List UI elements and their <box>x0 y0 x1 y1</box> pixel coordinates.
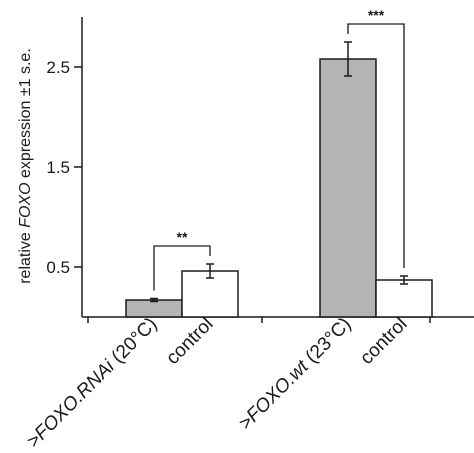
y-tick-label: 1.5 <box>46 158 70 177</box>
category-label: >FOXO.wt (23°C) <box>235 314 356 435</box>
significance-label: *** <box>368 7 385 23</box>
bar <box>375 279 433 318</box>
bar <box>125 299 183 318</box>
y-tick-label: 0.5 <box>46 258 70 277</box>
category-label: control <box>162 314 217 369</box>
category-label: >FOXO.RNAi (20°C) <box>23 314 162 453</box>
y-axis-label: relative FOXO expression ±1 s.e. <box>17 48 34 284</box>
bar <box>319 58 377 318</box>
significance-bracket <box>347 23 405 268</box>
y-tick-label: 2.5 <box>46 58 70 77</box>
significance-bracket <box>153 245 211 291</box>
category-label: control <box>356 314 411 369</box>
significance-label: ** <box>177 229 188 245</box>
plot-area: 0.51.52.5>FOXO.RNAi (20°C) control**>FOXO… <box>23 7 474 452</box>
